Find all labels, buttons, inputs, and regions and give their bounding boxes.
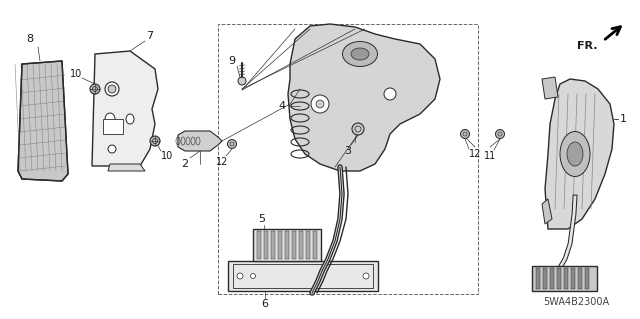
Text: 10: 10 — [161, 151, 173, 161]
Text: 3: 3 — [344, 146, 351, 156]
Text: 5WA4B2300A: 5WA4B2300A — [543, 297, 609, 307]
Text: 1: 1 — [620, 114, 627, 124]
Bar — [257, 231, 261, 259]
Ellipse shape — [560, 131, 590, 176]
Text: 10: 10 — [70, 69, 82, 79]
Ellipse shape — [108, 145, 116, 153]
Bar — [585, 268, 589, 289]
Bar — [543, 268, 547, 289]
Ellipse shape — [567, 142, 583, 166]
Polygon shape — [545, 79, 614, 229]
Ellipse shape — [105, 113, 115, 125]
Text: 6: 6 — [262, 299, 269, 309]
Ellipse shape — [250, 273, 255, 278]
Bar — [103, 119, 123, 134]
Bar — [571, 268, 575, 289]
Text: 12: 12 — [469, 149, 481, 159]
Ellipse shape — [105, 82, 119, 96]
Bar — [228, 261, 378, 291]
Bar — [271, 231, 275, 259]
Ellipse shape — [384, 88, 396, 100]
Text: 7: 7 — [147, 31, 154, 41]
Bar — [292, 231, 296, 259]
Bar — [278, 231, 282, 259]
Ellipse shape — [352, 123, 364, 135]
Polygon shape — [178, 131, 222, 151]
Bar — [264, 231, 268, 259]
Ellipse shape — [363, 273, 369, 279]
Bar — [550, 268, 554, 289]
Bar — [306, 231, 310, 259]
Bar — [557, 268, 561, 289]
Text: 2: 2 — [181, 159, 189, 169]
Bar — [532, 266, 597, 291]
Ellipse shape — [351, 48, 369, 60]
Ellipse shape — [316, 100, 324, 108]
Bar — [299, 231, 303, 259]
Bar — [578, 268, 582, 289]
Ellipse shape — [495, 130, 504, 138]
Text: 9: 9 — [228, 56, 236, 66]
Ellipse shape — [461, 130, 470, 138]
Bar — [253, 229, 321, 261]
Text: 5: 5 — [259, 214, 266, 224]
Polygon shape — [542, 77, 558, 99]
Ellipse shape — [126, 114, 134, 124]
Ellipse shape — [342, 41, 378, 66]
Ellipse shape — [150, 136, 160, 146]
Polygon shape — [18, 61, 68, 181]
Ellipse shape — [108, 85, 116, 93]
Ellipse shape — [237, 273, 243, 279]
Polygon shape — [542, 199, 552, 224]
Bar — [313, 231, 317, 259]
Ellipse shape — [227, 139, 237, 149]
Bar — [233, 264, 373, 288]
Text: 4: 4 — [278, 101, 285, 111]
Bar — [536, 268, 540, 289]
Ellipse shape — [90, 84, 100, 94]
Polygon shape — [92, 51, 158, 166]
Text: FR.: FR. — [577, 41, 597, 51]
Polygon shape — [108, 164, 145, 171]
Text: 8: 8 — [26, 34, 33, 44]
Text: 12: 12 — [216, 157, 228, 167]
Ellipse shape — [311, 95, 329, 113]
Text: 11: 11 — [484, 151, 496, 161]
Bar — [285, 231, 289, 259]
Polygon shape — [288, 24, 440, 171]
Ellipse shape — [238, 77, 246, 85]
Bar — [218, 24, 478, 294]
Bar — [564, 268, 568, 289]
